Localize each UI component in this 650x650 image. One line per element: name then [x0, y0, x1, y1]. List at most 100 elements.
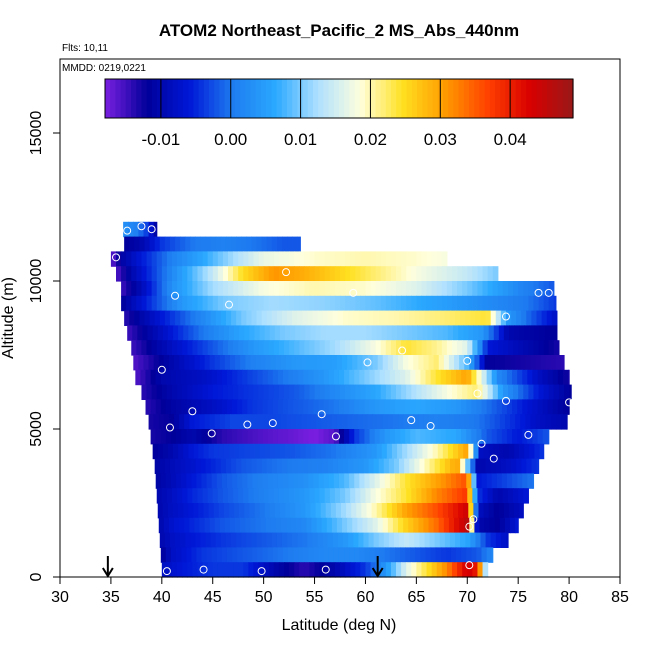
heat-cell	[371, 503, 378, 519]
colorbar-segment	[557, 79, 564, 118]
heat-cell	[492, 488, 499, 504]
heat-cell	[467, 295, 473, 312]
heat-cell	[397, 443, 403, 460]
heat-cell	[394, 547, 401, 563]
heat-cell	[447, 443, 454, 460]
heat-cell	[314, 281, 321, 297]
heat-cell	[420, 429, 427, 445]
heat-cell	[238, 384, 244, 400]
heat-cell	[186, 473, 192, 489]
heat-cell	[365, 295, 372, 312]
heat-cell	[533, 340, 540, 356]
heat-cell	[421, 384, 428, 400]
heat-cell	[491, 429, 498, 445]
heat-cell	[420, 399, 427, 415]
heat-cell	[166, 488, 173, 504]
heat-cell	[538, 340, 545, 356]
heat-cell	[288, 473, 294, 489]
heat-cell	[454, 355, 460, 371]
x-tick-label: 55	[306, 589, 324, 606]
heat-cell	[314, 562, 321, 578]
heat-cell	[149, 310, 156, 326]
heat-cell	[243, 384, 249, 400]
heat-cell	[476, 429, 483, 445]
heat-cell	[481, 473, 488, 489]
heat-cell	[482, 266, 489, 282]
heat-cell	[222, 281, 229, 297]
heat-cell	[223, 503, 230, 519]
heat-cell	[506, 473, 513, 489]
heat-cell	[158, 355, 165, 371]
heat-cell	[294, 562, 300, 578]
heat-cell	[555, 414, 562, 430]
heat-cell	[269, 325, 276, 341]
heat-cell	[167, 325, 174, 341]
heat-cell	[342, 517, 348, 534]
heat-cell	[386, 325, 393, 341]
heat-cell	[396, 251, 402, 267]
heat-cell	[164, 236, 171, 252]
heat-cell	[284, 488, 290, 504]
heat-cell	[309, 562, 316, 578]
heat-cell	[248, 562, 255, 578]
heat-cell	[244, 503, 250, 519]
heat-cell	[200, 236, 207, 252]
heat-cell	[298, 369, 304, 386]
heat-cell	[232, 399, 238, 415]
heat-cell	[155, 369, 162, 386]
heat-cell	[196, 473, 203, 489]
heat-cell	[192, 266, 199, 282]
heat-cell	[264, 503, 271, 519]
heat-cell	[187, 384, 193, 400]
heat-cell	[201, 473, 208, 489]
heat-cell	[146, 295, 153, 312]
heat-cell	[137, 325, 144, 341]
heat-cell	[305, 443, 312, 460]
heat-cell	[258, 340, 265, 356]
heat-cell	[165, 473, 172, 489]
heat-cell	[543, 384, 550, 400]
heat-cell	[462, 488, 468, 504]
heat-cell	[200, 310, 207, 326]
heat-cell	[446, 384, 453, 400]
heat-cell	[228, 384, 234, 400]
heat-cell	[424, 532, 431, 548]
heat-cell	[503, 503, 510, 519]
heat-cell	[297, 310, 303, 326]
heat-cell	[568, 399, 570, 415]
heat-cell	[292, 532, 298, 548]
heat-cell	[353, 532, 359, 548]
heat-cell	[528, 340, 535, 356]
heat-cell	[228, 251, 234, 267]
heat-cell	[420, 369, 427, 386]
heat-cell	[428, 517, 435, 534]
heat-cell	[272, 429, 279, 445]
heat-cell	[416, 488, 423, 504]
heat-cell	[485, 310, 492, 326]
colorbar-segment	[115, 79, 122, 118]
heat-cell	[155, 399, 162, 415]
heat-cell	[533, 384, 540, 400]
heat-cell	[462, 295, 468, 312]
heat-cell	[243, 340, 249, 356]
heat-cell	[543, 281, 550, 297]
heat-cell	[480, 310, 487, 326]
heat-cell	[159, 458, 166, 474]
heat-cell	[324, 281, 331, 297]
colorbar-segment	[510, 79, 517, 118]
heat-cell	[482, 384, 489, 400]
heat-cell	[481, 369, 488, 386]
heat-cell	[248, 340, 255, 356]
heat-cell	[298, 399, 304, 415]
heat-cell	[135, 369, 142, 386]
heat-cell	[404, 532, 410, 548]
heat-cell	[509, 325, 515, 341]
heat-cell	[370, 266, 377, 282]
heat-cell	[248, 266, 255, 282]
colorbar-segment	[172, 79, 179, 118]
heat-cell	[246, 532, 253, 548]
heat-cell	[302, 310, 309, 326]
heat-cell	[421, 295, 428, 312]
heat-cell	[338, 429, 345, 445]
heat-cell	[299, 266, 305, 282]
